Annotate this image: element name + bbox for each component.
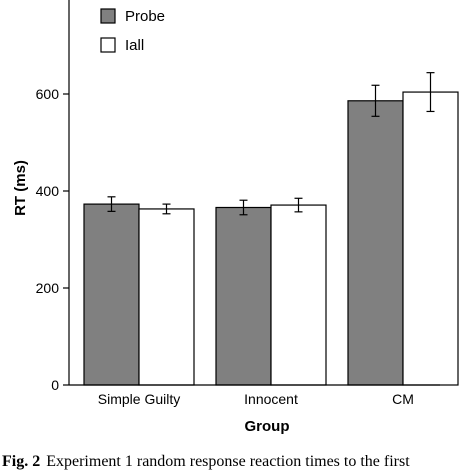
y-tick-label: 600 bbox=[36, 86, 60, 102]
caption-label: Fig. 2 bbox=[2, 453, 41, 470]
y-tick-label: 0 bbox=[51, 377, 59, 393]
bar-iall-simple-guilty bbox=[138, 208, 195, 386]
bar-probe-innocent bbox=[215, 206, 272, 386]
caption-text: Experiment 1 random response reaction ti… bbox=[46, 453, 410, 470]
plot-area: 0 200 400 600 Simple Guilty Innocent CM bbox=[36, 72, 459, 407]
bar-probe-cm bbox=[347, 100, 404, 386]
legend-label: Iall bbox=[125, 37, 144, 54]
bar-iall-innocent bbox=[270, 204, 327, 386]
legend-swatch bbox=[100, 37, 116, 53]
x-tick-label: Simple Guilty bbox=[98, 391, 180, 407]
bar-iall-cm bbox=[402, 91, 459, 386]
legend-swatch bbox=[100, 8, 116, 24]
figure-caption: Fig. 2 Experiment 1 random response react… bbox=[2, 452, 474, 474]
y-axis-label: RT (ms) bbox=[12, 160, 29, 216]
x-axis-label: Group bbox=[245, 418, 290, 435]
x-tick-label: CM bbox=[392, 391, 414, 407]
legend-label: Probe bbox=[125, 8, 165, 25]
x-tick-label: Innocent bbox=[244, 391, 298, 407]
y-tick-label: 200 bbox=[36, 280, 60, 296]
legend: Probe Iall bbox=[100, 8, 165, 54]
bar-probe-simple-guilty bbox=[83, 203, 140, 386]
y-tick-label: 400 bbox=[36, 183, 60, 199]
